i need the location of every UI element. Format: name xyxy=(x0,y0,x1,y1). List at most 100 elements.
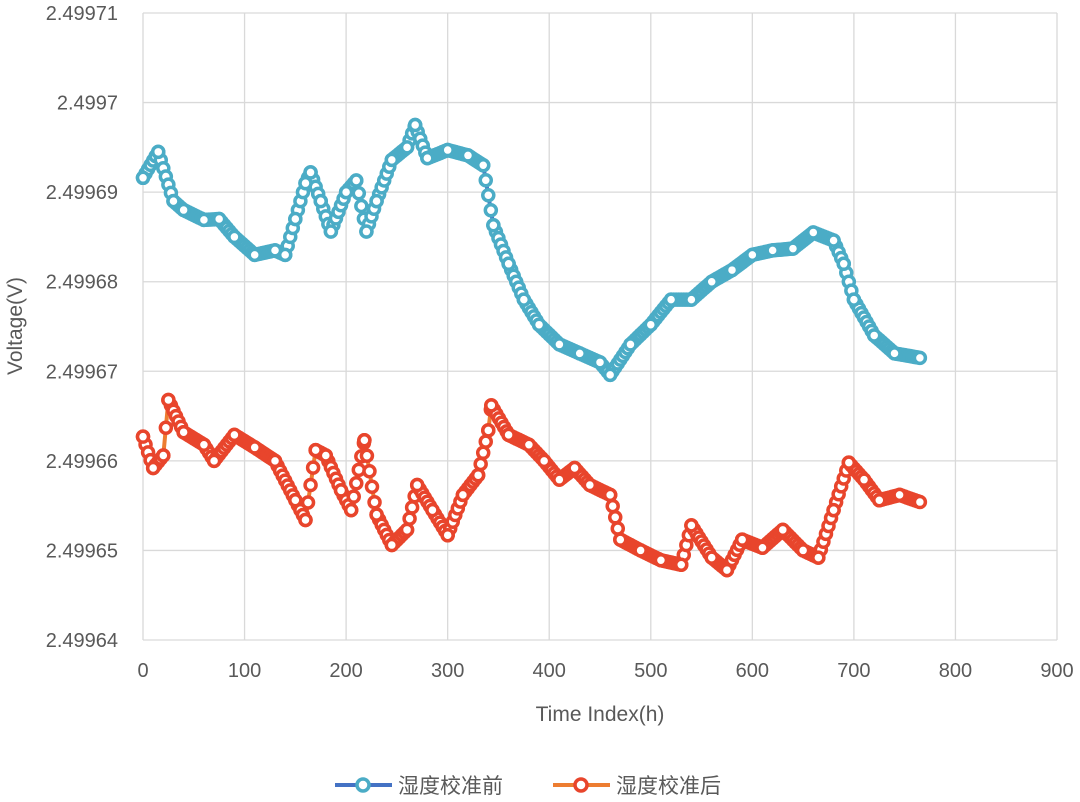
x-axis-ticks: 0 100 200 300 400 500 600 700 800 900 xyxy=(137,660,1073,682)
series-1 xyxy=(135,392,928,578)
data-point xyxy=(227,229,242,245)
data-point xyxy=(567,460,582,476)
data-point xyxy=(755,540,770,555)
data-point xyxy=(247,247,262,263)
data-point xyxy=(384,152,400,168)
data-point xyxy=(161,392,176,408)
data-point xyxy=(734,532,750,547)
legend-marker-after xyxy=(573,777,589,793)
y-tick-label: 2.4997 xyxy=(57,93,118,115)
data-point xyxy=(785,241,801,256)
data-point xyxy=(795,543,811,558)
data-point xyxy=(811,550,826,565)
y-tick-label: 2.49971 xyxy=(46,3,118,25)
legend-item-after[interactable]: 湿度校准后 xyxy=(553,774,721,798)
data-point xyxy=(420,150,435,166)
data-point xyxy=(856,472,872,487)
interp-marker xyxy=(475,445,491,461)
legend: 湿度校准前 湿度校准后 xyxy=(335,774,721,798)
y-tick-label: 2.49964 xyxy=(46,630,118,652)
data-point xyxy=(602,487,618,503)
interp-marker xyxy=(481,188,496,203)
interp-marker xyxy=(305,460,321,475)
data-point xyxy=(460,148,476,163)
x-tick-label: 900 xyxy=(1040,660,1073,682)
data-point xyxy=(196,437,212,452)
data-point xyxy=(407,117,423,133)
series-0 xyxy=(135,117,928,383)
data-point xyxy=(663,292,679,307)
data-point xyxy=(176,424,191,440)
data-point xyxy=(552,472,567,487)
interp-marker xyxy=(364,479,380,494)
data-point xyxy=(531,317,547,332)
data-point xyxy=(912,494,928,510)
data-point xyxy=(247,440,262,455)
y-axis-ticks: 2.49964 2.49965 2.49966 2.49967 2.49968 2.499… xyxy=(46,3,118,652)
interp-marker xyxy=(483,203,499,218)
interp-marker xyxy=(349,476,364,491)
x-tick-label: 0 xyxy=(137,660,148,682)
data-point xyxy=(399,522,415,538)
x-tick-label: 100 xyxy=(228,660,261,682)
data-point xyxy=(211,211,227,227)
data-point xyxy=(653,553,669,568)
data-point xyxy=(841,455,857,470)
data-point xyxy=(150,144,166,160)
data-point xyxy=(582,477,598,493)
data-point xyxy=(313,193,328,209)
data-point xyxy=(369,193,384,209)
data-point xyxy=(303,165,318,180)
data-point xyxy=(673,557,689,573)
interp-marker xyxy=(610,521,626,536)
data-point xyxy=(399,140,415,155)
data-point xyxy=(206,453,222,469)
data-point xyxy=(501,256,516,272)
interp-marker xyxy=(300,495,316,510)
data-point xyxy=(501,427,516,443)
interp-marker xyxy=(362,463,377,479)
data-point xyxy=(872,493,887,508)
data-point xyxy=(359,224,374,239)
data-point xyxy=(298,175,313,191)
data-point xyxy=(343,502,359,518)
x-tick-label: 500 xyxy=(634,660,667,682)
data-point xyxy=(318,448,334,463)
data-point xyxy=(912,350,928,366)
interp-marker xyxy=(351,186,367,201)
data-point xyxy=(521,437,537,452)
data-point xyxy=(484,398,499,413)
data-point xyxy=(572,346,587,361)
grid-lines xyxy=(142,12,1058,641)
data-point xyxy=(357,433,372,448)
data-point xyxy=(166,193,181,209)
interp-marker xyxy=(354,198,369,214)
data-point xyxy=(481,423,496,438)
data-point xyxy=(866,328,882,343)
data-point xyxy=(486,218,501,233)
interp-marker xyxy=(359,448,375,463)
data-point xyxy=(704,550,719,565)
x-tick-label: 800 xyxy=(939,660,972,682)
x-tick-label: 200 xyxy=(329,660,362,682)
data-point xyxy=(288,211,303,227)
interp-marker xyxy=(605,498,620,514)
interp-marker xyxy=(303,477,318,493)
data-point xyxy=(288,493,303,508)
data-point xyxy=(806,225,821,240)
data-point xyxy=(552,337,567,352)
legend-item-before[interactable]: 湿度校准前 xyxy=(335,774,503,798)
x-tick-label: 300 xyxy=(431,660,464,682)
data-point xyxy=(470,467,486,483)
data-point xyxy=(425,502,440,518)
data-point xyxy=(176,202,191,218)
interp-marker xyxy=(473,456,488,472)
y-tick-label: 2.49968 xyxy=(46,272,118,294)
series-group xyxy=(135,117,928,578)
data-point xyxy=(277,247,293,263)
data-point xyxy=(592,355,608,370)
interp-marker xyxy=(346,489,361,504)
data-point xyxy=(145,460,161,476)
y-tick-label: 2.49965 xyxy=(46,540,118,562)
